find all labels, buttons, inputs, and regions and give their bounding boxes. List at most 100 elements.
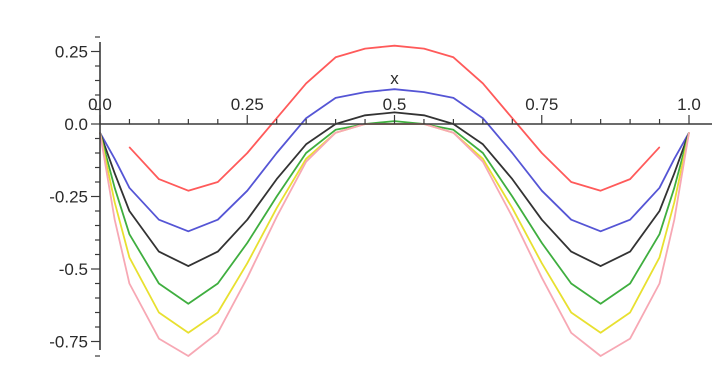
series-4-point [629,282,631,285]
series-2-point [364,91,366,93]
y-tick-label: -0.75 [49,333,88,352]
series-1-point [570,181,572,183]
series-4 [99,120,690,305]
series-1-point [246,152,248,154]
series-6-point [600,355,602,357]
series-6-point [187,355,189,357]
series-4-point [541,242,543,244]
series-3-point [423,114,425,116]
series-1-point [335,56,337,58]
x-tick-label: 0.0 [88,95,112,114]
series-3-point [276,178,278,180]
series-1-point [600,190,602,192]
series-6-point [246,277,248,279]
series-2 [99,88,690,233]
series-1-point [482,82,484,84]
series-2-point [423,91,425,93]
series-3-point [187,265,189,267]
series-5-point [658,256,661,258]
series-5-point [541,262,543,264]
series-3-point [658,210,661,212]
series-4-point [128,233,130,235]
series-1-point [423,48,425,50]
x-tick-label: 1.0 [677,95,701,114]
series-6-point [658,282,661,285]
series-5-point [570,311,572,314]
series-2-point [629,219,631,221]
series-5-point [600,332,602,334]
series-3-point [482,143,484,145]
series-2-point [570,219,572,221]
series-6-point [482,161,484,163]
series-line-4 [99,120,690,305]
series-1-point [658,146,661,148]
series-2-point [114,158,116,160]
series-5-point [629,311,631,314]
x-tick-label: 0.25 [231,95,264,114]
series-2-point [187,230,189,232]
series-6-point [570,332,572,334]
y-tick-label: 0.0 [64,115,88,134]
series-2-point [217,219,219,221]
series-2-point [393,88,396,90]
series-1-point [541,152,543,154]
series-4-point [246,242,248,244]
series-5-point [673,201,675,203]
series-5-point [114,201,116,203]
series-5-point [305,158,307,160]
series-2-point [305,117,307,119]
series-3-point [114,172,116,174]
series-2-point [335,97,337,99]
series-3-point [393,111,396,113]
series-3-point [673,172,675,174]
series-1 [128,44,661,192]
y-tick-label: -0.5 [59,260,88,279]
series-4-point [217,282,219,285]
series-3-point [246,219,248,221]
series-6-point [217,332,219,334]
series-1-point [187,190,189,192]
series-4-point [511,195,513,198]
x-axis-label: x [390,69,399,88]
series-3-point [305,143,307,145]
series-4-point [305,152,307,154]
series-5-point [217,311,219,314]
series-5-point [482,158,484,160]
series-4-point [276,195,278,198]
series-1-point [452,56,454,58]
series-4-point [570,282,572,285]
series-6-point [305,161,307,163]
series-layer [99,44,690,357]
series-3-point [217,251,219,253]
series-5-point [246,262,248,264]
series-1-point [217,181,219,183]
series-5-point [276,207,278,209]
series-4-point [114,187,116,189]
series-6-point [452,132,454,134]
y-tick-label: -0.25 [49,188,88,207]
series-4-point [335,129,337,131]
series-2-point [658,187,661,189]
series-3-point [629,251,631,253]
series-2-point [541,190,543,192]
series-6-point [511,216,513,218]
series-6-point [335,132,337,134]
x-tick-layer: 0.0 0.25 0.5 0.75 1.0 [88,95,701,124]
series-2-point [452,97,454,99]
series-2-point [158,219,160,221]
series-3-point [511,178,513,180]
series-1-point [158,178,160,180]
series-3-point [128,210,130,212]
series-1-point [364,48,366,50]
series-2-point [482,117,484,119]
x-tick-label: 0.75 [525,95,558,114]
series-1-point [276,117,278,119]
series-4-point [482,152,484,154]
series-2-point [276,152,278,154]
series-6-point [541,277,543,279]
series-3-point [364,114,366,116]
series-2-point [246,190,248,192]
series-line-3 [99,111,690,267]
